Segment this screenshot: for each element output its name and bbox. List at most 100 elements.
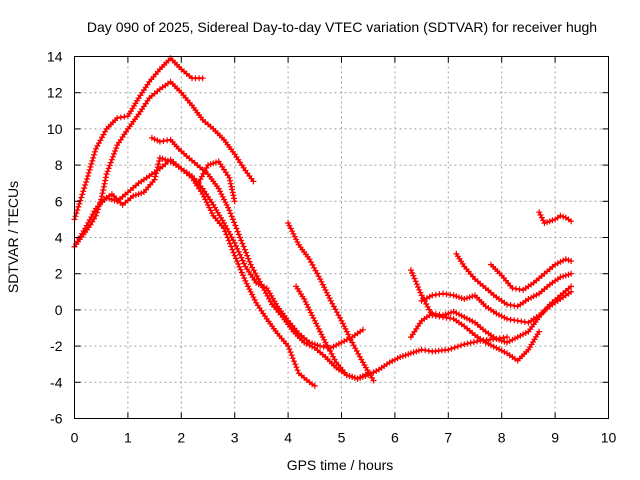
x-tick-label: 3 [231, 430, 239, 446]
data-point-marker [451, 344, 458, 351]
data-point-marker [410, 349, 417, 356]
data-point-marker [357, 374, 364, 381]
tick-layer [74, 56, 609, 419]
data-point-marker [106, 162, 113, 169]
data-point-marker [562, 272, 569, 279]
data-point-marker [84, 173, 91, 179]
data-point-marker [458, 342, 465, 349]
data-point-marker [231, 198, 238, 205]
data-point-marker [557, 274, 564, 281]
data-point-marker [293, 364, 300, 371]
data-point-marker [409, 269, 416, 276]
data-point-marker [370, 377, 377, 384]
x-tick-label: 9 [551, 430, 559, 446]
data-point-marker [496, 311, 502, 318]
data-point-marker [318, 331, 325, 338]
data-point-marker [101, 180, 108, 187]
data-point-marker [130, 192, 137, 199]
data-point-marker [303, 301, 310, 308]
x-tick-label: 1 [124, 430, 132, 446]
data-point-marker [228, 213, 235, 220]
data-point-marker [227, 210, 234, 217]
series-layer [71, 55, 575, 389]
data-point-marker [92, 148, 98, 155]
data-point-marker [164, 157, 171, 164]
data-point-marker [506, 338, 513, 345]
data-point-marker [234, 228, 241, 235]
data-point-marker [243, 280, 250, 287]
data-point-marker [152, 173, 159, 180]
data-point-marker [454, 343, 461, 350]
data-point-marker [222, 199, 229, 206]
data-point-marker [88, 160, 95, 167]
data-point-marker [293, 236, 300, 243]
series-track-11 [418, 288, 575, 326]
data-point-marker [338, 317, 345, 324]
data-point-marker [205, 162, 211, 169]
data-point-marker [223, 201, 230, 208]
data-point-marker [288, 352, 295, 359]
data-point-marker [232, 222, 239, 229]
data-point-marker [345, 331, 352, 338]
data-point-marker [530, 293, 537, 300]
x-tick-labels: 0 1 2 3 4 5 6 7 8 9 10 [71, 430, 617, 446]
data-point-marker [250, 294, 257, 301]
data-point-marker [397, 354, 404, 360]
y-tick-label: 12 [47, 85, 63, 101]
data-point-marker [217, 188, 223, 195]
data-point-marker [458, 312, 465, 319]
data-point-marker [285, 343, 292, 350]
data-point-marker [227, 180, 234, 187]
data-point-marker [450, 292, 457, 299]
data-point-marker [249, 291, 256, 298]
data-point-marker [416, 286, 423, 293]
series-track-4 [98, 154, 366, 351]
data-point-marker [107, 159, 114, 166]
series-track-5 [148, 134, 510, 382]
x-tick-label: 2 [177, 430, 185, 446]
data-point-marker [407, 350, 414, 357]
data-point-marker [544, 219, 551, 226]
data-point-marker [245, 255, 252, 262]
data-point-marker [231, 252, 238, 259]
data-point-marker [207, 207, 214, 214]
data-point-marker [104, 168, 111, 175]
data-point-marker [540, 217, 547, 224]
data-point-marker [415, 347, 422, 354]
data-point-marker [227, 177, 233, 184]
data-point-marker [525, 296, 532, 302]
data-point-marker [289, 355, 296, 362]
data-point-marker [82, 182, 89, 188]
data-point-marker [319, 334, 326, 341]
data-point-marker [541, 220, 548, 226]
data-point-marker [83, 179, 90, 185]
data-point-marker [461, 296, 468, 302]
data-point-marker [538, 214, 545, 221]
data-point-marker [237, 266, 244, 273]
data-point-marker [235, 231, 242, 238]
data-point-marker [415, 284, 421, 290]
data-point-marker [448, 345, 455, 352]
y-tick-label: 0 [55, 302, 63, 318]
data-point-marker [309, 343, 316, 350]
data-point-marker [205, 201, 211, 208]
data-point-marker [412, 278, 419, 285]
data-point-marker [568, 283, 575, 290]
data-point-marker [310, 315, 317, 321]
series-track-7 [285, 220, 377, 384]
data-point-marker [467, 339, 474, 346]
x-tick-label: 4 [284, 430, 292, 446]
data-point-marker [496, 346, 502, 353]
data-point-marker [307, 309, 314, 316]
series-track-12 [453, 250, 575, 310]
data-point-marker [87, 163, 94, 170]
data-point-marker [235, 248, 242, 255]
data-point-marker [568, 258, 575, 264]
data-point-marker [215, 185, 222, 192]
data-point-marker [236, 263, 243, 270]
data-point-marker [210, 160, 217, 167]
data-point-marker [156, 154, 163, 161]
data-point-marker [464, 340, 471, 347]
data-point-marker [209, 210, 215, 217]
